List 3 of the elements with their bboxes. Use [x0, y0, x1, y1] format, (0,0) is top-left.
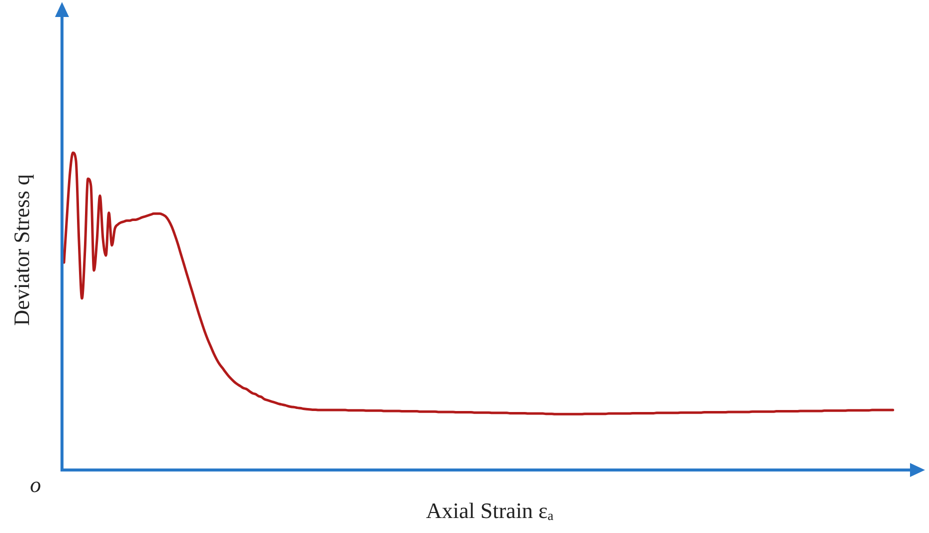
- x-axis-title: Axial Strain εₐ: [426, 498, 554, 523]
- text: o: [30, 472, 41, 497]
- y-axis-title: Deviator Stress q: [8, 174, 34, 326]
